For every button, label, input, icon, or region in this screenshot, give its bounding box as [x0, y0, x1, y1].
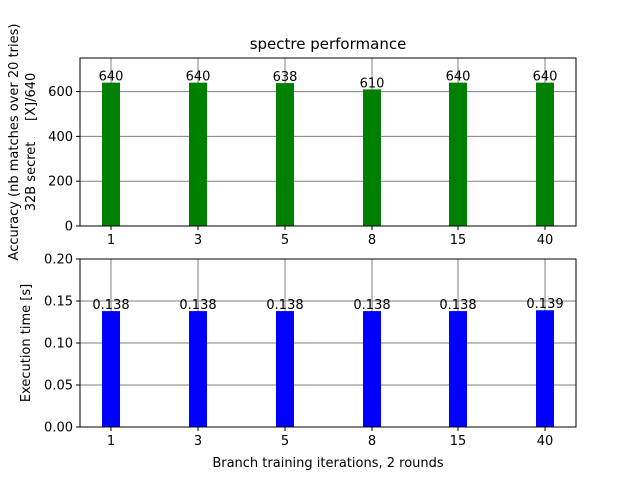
execution-time-value-label: 0.139: [526, 297, 563, 312]
accuracy-x-tick-label: 8: [368, 233, 376, 248]
execution-time-value-label: 0.138: [179, 298, 216, 313]
accuracy-chart-y-ticks: 0 200 400 600: [48, 85, 80, 235]
accuracy-chart-ylabel-line2: 32B secret [X]/640: [24, 73, 39, 212]
execution-time-bar: [276, 311, 294, 427]
execution-time-x-tick-label: 1: [107, 434, 115, 449]
accuracy-y-tick-label: 200: [48, 175, 73, 190]
execution-time-bar: [102, 311, 120, 427]
execution-time-bar: [449, 311, 467, 427]
accuracy-x-tick-label: 40: [537, 233, 554, 248]
execution-time-bar: [363, 311, 381, 427]
accuracy-y-tick-label: 0: [65, 220, 73, 235]
accuracy-chart-value-labels: 640 640 638 610 640 640: [99, 70, 558, 92]
accuracy-x-tick-label: 1: [107, 233, 115, 248]
accuracy-bar: [536, 82, 554, 226]
accuracy-x-tick-label: 15: [450, 233, 467, 248]
accuracy-value-label: 640: [186, 70, 211, 85]
accuracy-bar: [449, 82, 467, 226]
execution-time-chart-xlabel: Branch training iterations, 2 rounds: [212, 456, 444, 471]
accuracy-bar: [102, 82, 120, 226]
execution-time-y-tick-label: 0.15: [44, 295, 73, 310]
accuracy-bar: [189, 82, 207, 226]
accuracy-y-tick-label: 600: [48, 85, 73, 100]
accuracy-chart-x-ticks: 1 3 5 8 15 40: [107, 226, 553, 248]
execution-time-y-tick-label: 0.05: [44, 379, 73, 394]
accuracy-x-tick-label: 3: [194, 233, 202, 248]
execution-time-chart-bars: [102, 310, 554, 427]
accuracy-value-label: 638: [273, 70, 298, 85]
accuracy-bar: [276, 83, 294, 226]
execution-time-value-label: 0.138: [439, 298, 476, 313]
accuracy-chart-title: spectre performance: [250, 35, 407, 53]
execution-time-x-tick-label: 8: [368, 434, 376, 449]
execution-time-x-tick-label: 5: [281, 434, 289, 449]
execution-time-chart-value-labels: 0.138 0.138 0.138 0.138 0.138 0.139: [92, 297, 563, 313]
execution-time-value-label: 0.138: [266, 298, 303, 313]
execution-time-chart: 0.138 0.138 0.138 0.138 0.138 0.139 1 3 5 8 15 40 …: [19, 253, 577, 471]
accuracy-value-label: 640: [99, 70, 124, 85]
execution-time-x-tick-label: 15: [450, 434, 467, 449]
execution-time-chart-y-ticks: 0.00 0.05 0.10 0.15 0.20: [44, 253, 80, 436]
accuracy-value-label: 610: [360, 76, 385, 91]
execution-time-chart-x-ticks: 1 3 5 8 15 40: [107, 427, 553, 449]
execution-time-value-label: 0.138: [353, 298, 390, 313]
accuracy-x-tick-label: 5: [281, 233, 289, 248]
execution-time-bar: [536, 310, 554, 427]
accuracy-value-label: 640: [533, 70, 558, 85]
execution-time-y-tick-label: 0.10: [44, 337, 73, 352]
execution-time-x-tick-label: 3: [194, 434, 202, 449]
execution-time-y-tick-label: 0.00: [44, 421, 73, 436]
accuracy-bar: [363, 89, 381, 226]
execution-time-chart-ylabel: Execution time [s]: [19, 284, 34, 402]
execution-time-value-label: 0.138: [92, 298, 129, 313]
accuracy-chart-ylabel-line1: Accuracy (nb matches over 20 tries): [7, 24, 22, 261]
accuracy-chart-frame: [79, 57, 577, 227]
accuracy-chart: spectre performance 640 640 638 610 640 640 1…: [7, 24, 577, 261]
execution-time-y-tick-label: 0.20: [44, 253, 73, 268]
accuracy-value-label: 640: [446, 70, 471, 85]
accuracy-y-tick-label: 400: [48, 130, 73, 145]
execution-time-x-tick-label: 40: [537, 434, 554, 449]
execution-time-bar: [189, 311, 207, 427]
accuracy-chart-bars: [102, 82, 554, 226]
